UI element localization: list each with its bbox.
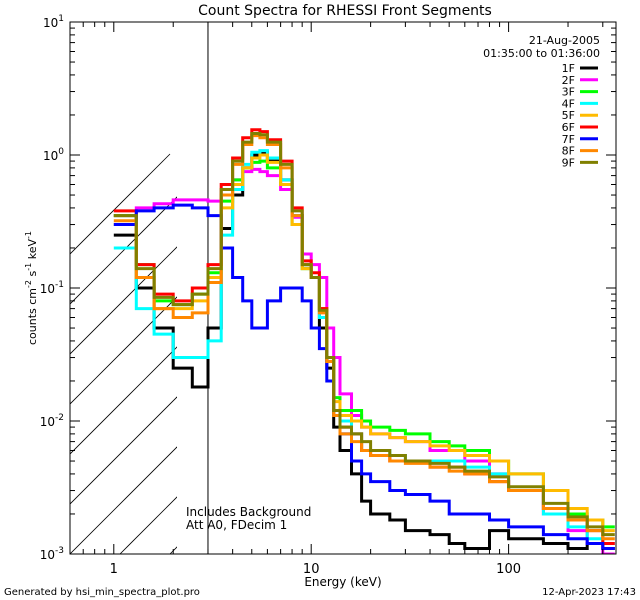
y-axis-label: counts cm-2 s-1 keV-1 bbox=[24, 231, 39, 345]
date-label: 21-Aug-2005 bbox=[529, 34, 600, 47]
hatch-line bbox=[470, 154, 640, 554]
hatch-line bbox=[320, 154, 640, 554]
y-tick-label: 10-3 bbox=[40, 546, 64, 562]
hatch-line bbox=[70, 346, 177, 455]
hatch-line bbox=[620, 154, 640, 554]
legend-label-4F: 4F bbox=[562, 97, 575, 110]
series-9F bbox=[113, 132, 615, 537]
footer-generated-by: Generated by hsi_min_spectra_plot.pro bbox=[4, 587, 200, 598]
hatch-line bbox=[570, 154, 640, 554]
hatch-line bbox=[520, 154, 640, 554]
legend-label-5F: 5F bbox=[562, 109, 575, 122]
x-tick-label-100: 100 bbox=[496, 562, 521, 577]
chart-title: Count Spectra for RHESSI Front Segments bbox=[198, 3, 492, 19]
legend-label-9F: 9F bbox=[562, 156, 575, 169]
legend-label-7F: 7F bbox=[562, 133, 575, 146]
hatch-line bbox=[70, 153, 171, 255]
hatch-line bbox=[119, 496, 177, 554]
series-2F bbox=[113, 167, 615, 554]
x-axis-label: Energy (keV) bbox=[304, 575, 381, 589]
time-range-label: 01:35:00 to 01:36:00 bbox=[483, 47, 600, 60]
series-3F bbox=[113, 159, 615, 529]
y-tick-label: 10-1 bbox=[40, 280, 64, 296]
series-6F bbox=[113, 128, 615, 545]
y-tick-label: 101 bbox=[43, 14, 64, 30]
legend-label-2F: 2F bbox=[562, 74, 575, 87]
legend-label-8F: 8F bbox=[562, 145, 575, 158]
legend-label-3F: 3F bbox=[562, 86, 575, 99]
hatch-line bbox=[70, 446, 177, 554]
legend-label-1F: 1F bbox=[562, 62, 575, 75]
x-tick-label-10: 10 bbox=[303, 562, 320, 577]
series-4F bbox=[113, 149, 615, 545]
y-tick-labels: 101 100 10-1 10-2 10-3 bbox=[40, 14, 65, 562]
y-tick-label: 100 bbox=[43, 147, 64, 163]
axis-ticks bbox=[69, 21, 616, 555]
hatch-line bbox=[70, 296, 177, 405]
series-7F bbox=[113, 203, 615, 550]
series-8F bbox=[113, 134, 615, 541]
annotation-background: Includes Background bbox=[186, 505, 311, 519]
hatch-line bbox=[70, 196, 177, 305]
hatch-line bbox=[70, 396, 177, 505]
hatch-line bbox=[420, 154, 640, 554]
hatch-line bbox=[169, 546, 177, 554]
hatched-region bbox=[70, 153, 640, 554]
series-group bbox=[113, 128, 615, 554]
legend-label-6F: 6F bbox=[562, 121, 575, 134]
footer-timestamp: 12-Apr-2023 17:43 bbox=[542, 587, 636, 598]
annotation-attenuator: Att A0, FDecim 1 bbox=[186, 518, 287, 532]
x-tick-label-1: 1 bbox=[110, 562, 118, 577]
y-tick-label: 10-2 bbox=[40, 413, 64, 429]
